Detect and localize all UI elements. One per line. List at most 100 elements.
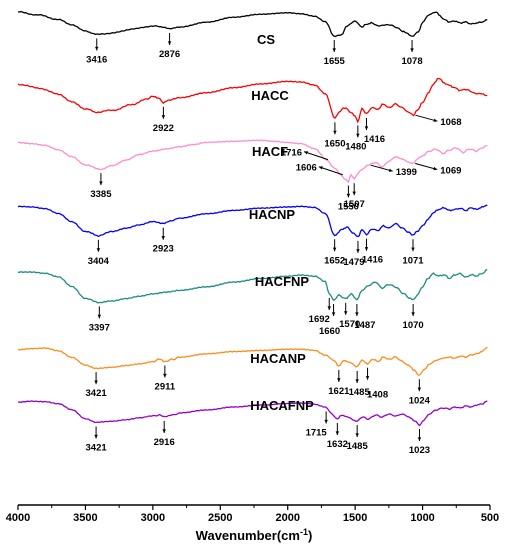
peak-arrowhead [365,376,370,380]
peak-label: 1069 [440,166,461,177]
peak-arrow [415,114,438,122]
peak-label: 1660 [319,326,340,337]
peak-arrow [318,166,344,176]
series-label-hacnp: HACNP [249,207,296,222]
peak-arrowhead [332,247,337,252]
peak-arrowhead [356,133,360,138]
series-label-hacc: HACC [251,88,289,103]
peak-arrowhead [433,166,438,171]
x-tick-label: 3000 [141,512,165,524]
peak-label: 1550 [338,201,359,212]
peak-arrow [370,164,393,172]
peak-arrowhead [94,380,98,385]
series-label-hacfnp: HACFNP [255,274,309,289]
x-tick-layer: 4000 3500 3000 2500 2000 1500 1000 500 [6,505,499,524]
peak-arrowhead [318,166,323,170]
peak-arrowhead [97,314,102,319]
peak-arrowhead [331,312,336,316]
peak-arrowhead [167,41,172,45]
peak-arrowhead [327,306,331,310]
x-tick-label: 2000 [275,512,299,524]
peak-arrowhead [324,419,328,424]
peak-label: 1485 [349,387,371,398]
peak-arrowhead [337,378,341,382]
series-layer [17,10,488,427]
peak-arrowhead [343,311,348,315]
series-label-cs: CS [257,32,275,47]
peak-arrowhead [96,248,101,252]
series-label-hacf: HACF [252,144,288,159]
x-tick-label: 1000 [410,512,434,524]
x-tick-label: 1500 [343,512,367,524]
peak-label: 1480 [345,141,366,152]
peak-label: 1023 [409,445,430,456]
x-tick-label: 4000 [6,512,30,524]
peak-arrowhead [163,373,167,378]
peak-arrowhead [99,181,103,186]
peak-label: 1716 [281,148,302,159]
series-line-hacf [17,139,488,184]
peak-arrowhead [333,130,337,135]
peak-label: 3397 [89,322,110,333]
peak-arrowhead [364,126,369,130]
series-label-hacanp: HACANP [250,351,306,366]
peak-label: 1479 [343,257,364,268]
peak-label: 1024 [409,395,431,406]
peak-label: 1715 [306,428,328,439]
peak-label: 1655 [324,56,346,67]
peak-label: 1652 [324,255,345,266]
peak-label: 2922 [153,123,174,134]
peak-label: 1078 [401,56,422,67]
x-tick-label: 3500 [73,512,97,524]
peak-label: 1399 [396,167,417,178]
peak-label: 3421 [86,388,108,399]
peak-arrowhead [304,151,308,155]
peak-label: 1507 [344,199,365,210]
peak-label: 1070 [403,320,424,331]
peak-label: 1692 [309,314,330,325]
series-line-hacc [17,77,488,124]
series-line-hacafnp [17,400,488,427]
series-label-layer: CS HACC HACF HACNP HACFNP HACANP HACAFNP [249,32,314,413]
peak-arrowhead [411,312,415,316]
peak-arrowhead [95,46,99,51]
peak-arrowhead [410,48,414,52]
x-axis-title: Wavenumber(cm-1) [196,527,313,543]
peak-arrowhead [433,118,438,122]
series-line-hacnp [17,204,488,238]
peak-arrowhead [364,247,369,251]
peak-label: 1570 [339,319,360,330]
peak-arrowhead [352,191,356,196]
peak-label: 3404 [88,256,110,267]
peak-arrowhead [355,433,359,437]
peak-label: 1650 [324,138,345,149]
series-line-hacanp [17,346,488,376]
peak-arrowhead [332,48,336,52]
peak-label: 3416 [86,55,107,66]
peak-label: 1068 [440,117,461,128]
peak-arrowhead [411,247,415,252]
peak-label: 1416 [362,255,383,266]
peak-label: 1606 [296,163,317,174]
peak-label: 1487 [354,320,375,331]
peak-label: 1632 [327,439,348,450]
series-line-cs [17,10,488,38]
x-tick-label: 500 [481,512,499,524]
peak-arrowhead [388,168,393,172]
peak-arrowhead [356,249,360,253]
peak-arrowhead [162,429,166,433]
series-line-hacfnp [17,269,488,304]
peak-arrowhead [335,431,340,435]
peak-arrowhead [94,434,98,439]
peak-arrow [415,163,438,171]
peak-arrowhead [161,115,166,119]
peak-arrowhead [355,312,359,316]
peak-arrowhead [346,193,351,198]
peak-label: 3421 [86,443,108,454]
peak-label: 2916 [154,437,175,448]
peak-label: 1621 [328,386,350,397]
x-tick-label: 2500 [208,512,232,524]
peak-label: 1071 [402,255,424,266]
